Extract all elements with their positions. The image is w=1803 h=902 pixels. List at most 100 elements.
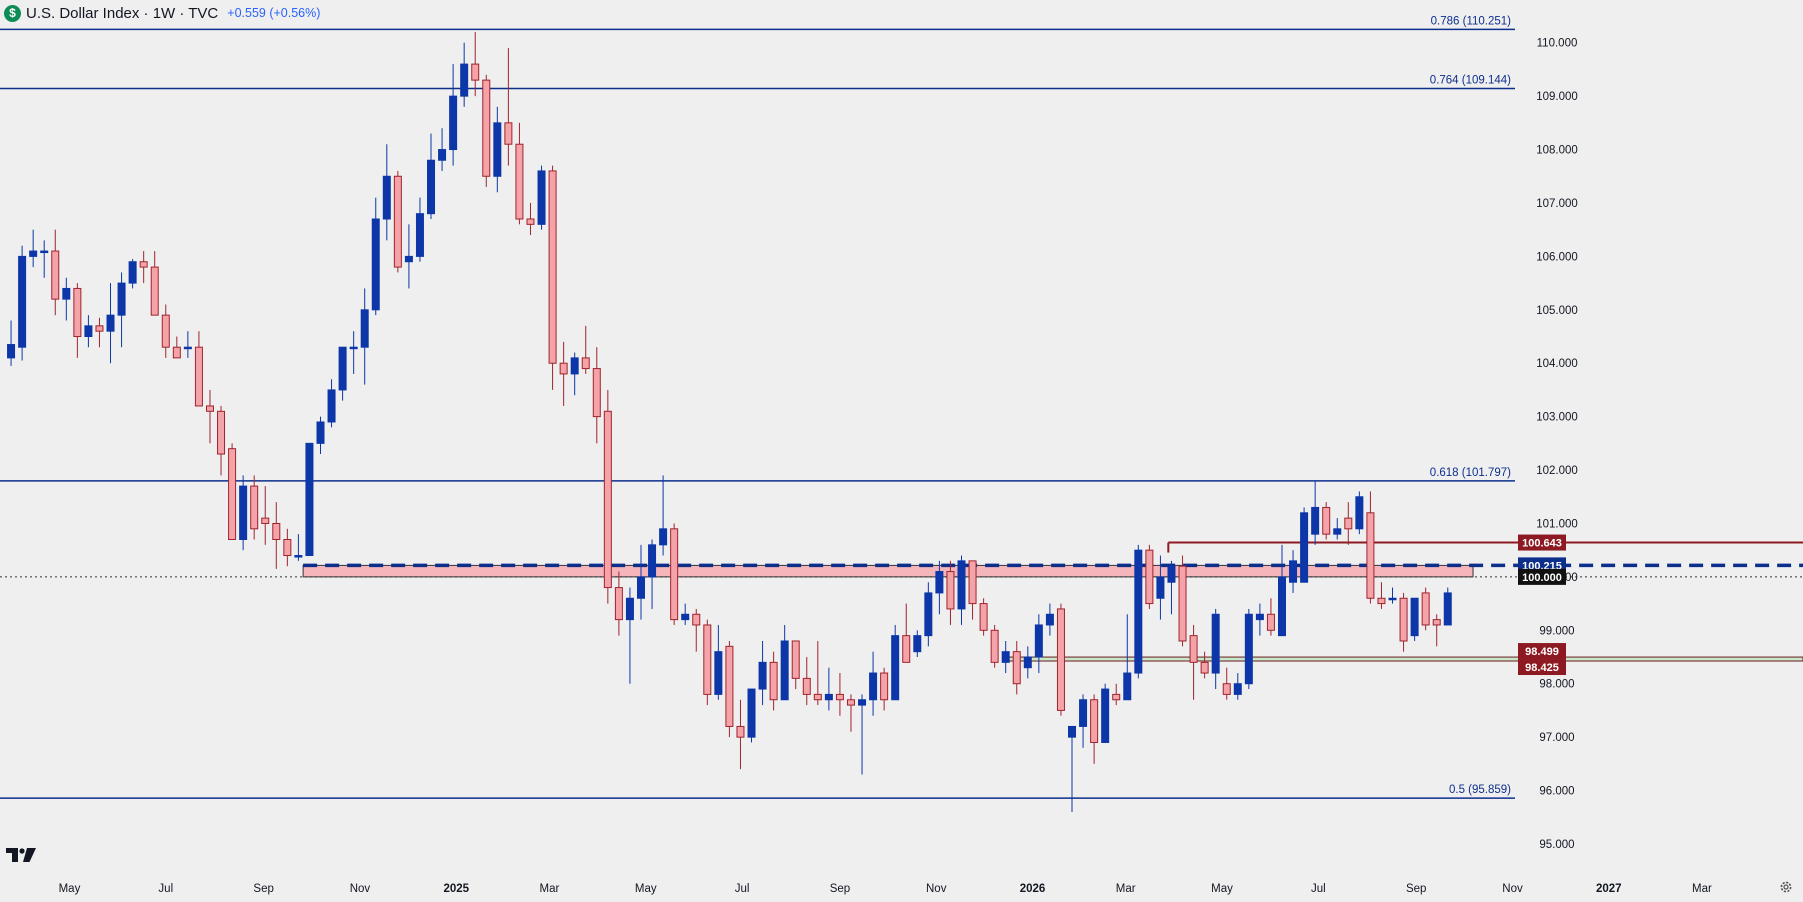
y-tick-label: 108.000 bbox=[1536, 145, 1578, 157]
candle-body bbox=[1255, 613, 1264, 621]
bear-candle bbox=[272, 502, 281, 569]
candle-body bbox=[1244, 613, 1253, 685]
bear-candle bbox=[1012, 640, 1021, 695]
bull-candle bbox=[636, 544, 645, 620]
candle-body bbox=[725, 645, 734, 727]
chart-legend: $ U.S. Dollar Index · 1W · TVC +0.559 (+… bbox=[4, 3, 320, 23]
candle-body bbox=[1090, 699, 1099, 743]
bear-candle bbox=[603, 389, 612, 604]
candle-body bbox=[736, 725, 745, 738]
candle-body bbox=[1145, 549, 1154, 605]
price-label: 98.499 bbox=[1518, 643, 1566, 660]
bull-candle bbox=[913, 630, 922, 658]
bear-candle bbox=[526, 202, 535, 236]
candle-body bbox=[217, 410, 226, 455]
y-tick-label: 110.000 bbox=[1537, 38, 1578, 50]
candle-body bbox=[548, 170, 557, 364]
bear-candle bbox=[1056, 603, 1065, 716]
candle-body bbox=[648, 544, 657, 578]
bull-candle bbox=[371, 197, 380, 316]
candle-body bbox=[128, 261, 137, 284]
symbol-icon[interactable]: $ bbox=[4, 4, 21, 22]
symbol-title[interactable]: U.S. Dollar Index · 1W · TVC bbox=[26, 4, 219, 22]
gear-icon[interactable] bbox=[1779, 880, 1793, 894]
bull-candle bbox=[758, 640, 767, 706]
bull-candle bbox=[404, 224, 413, 289]
candles-layer bbox=[7, 32, 1452, 812]
candle-body bbox=[62, 287, 71, 300]
candle-body bbox=[1266, 613, 1275, 631]
bull-candle bbox=[869, 651, 878, 716]
candle-body bbox=[1388, 597, 1397, 601]
x-tick-label: 2027 bbox=[1596, 883, 1622, 895]
bull-candle bbox=[1079, 694, 1088, 748]
x-tick-label: Nov bbox=[350, 883, 371, 895]
bear-candle bbox=[1344, 502, 1353, 545]
candle-body bbox=[73, 287, 82, 338]
y-tick-label: 101.000 bbox=[1536, 518, 1578, 530]
candle-body bbox=[1068, 725, 1077, 738]
bull-candle bbox=[382, 144, 391, 241]
price-label-bg bbox=[1518, 568, 1566, 585]
y-axis: 95.00096.00097.00098.00099.000100.000101… bbox=[1536, 38, 1578, 851]
candle-body bbox=[802, 677, 811, 695]
bear-candle bbox=[205, 389, 214, 444]
bull-candle bbox=[1300, 507, 1309, 583]
candle-body bbox=[636, 576, 645, 599]
bull-candle bbox=[858, 694, 867, 775]
candle-body bbox=[1344, 517, 1353, 530]
candle-body bbox=[1322, 506, 1331, 535]
bull-candle bbox=[1355, 491, 1364, 535]
candle-body bbox=[1167, 565, 1176, 583]
bull-candle bbox=[7, 320, 16, 366]
bear-candle bbox=[1266, 598, 1275, 636]
candle-body bbox=[1156, 576, 1165, 599]
x-tick-label: Sep bbox=[253, 883, 273, 895]
bear-candle bbox=[217, 405, 226, 476]
candle-body bbox=[714, 651, 723, 695]
candle-body bbox=[1300, 512, 1309, 583]
y-tick-label: 107.000 bbox=[1536, 198, 1578, 210]
candle-body bbox=[869, 672, 878, 701]
bull-candle bbox=[1101, 683, 1110, 743]
bull-candle bbox=[427, 133, 436, 220]
bear-candle bbox=[692, 608, 701, 652]
bull-candle bbox=[1134, 544, 1143, 679]
price-change: +0.559 (+0.56%) bbox=[227, 6, 321, 20]
bear-candle bbox=[581, 325, 590, 374]
tradingview-logo-icon[interactable] bbox=[6, 848, 36, 862]
bear-candle bbox=[846, 694, 855, 732]
bear-candle bbox=[194, 331, 203, 407]
bull-candle bbox=[327, 379, 336, 428]
bull-candle bbox=[349, 331, 358, 374]
candle-body bbox=[935, 571, 944, 594]
candle-body bbox=[228, 448, 237, 540]
candle-body bbox=[1134, 549, 1143, 674]
x-tick-label: Nov bbox=[1502, 883, 1523, 895]
candle-body bbox=[835, 693, 844, 701]
bear-candle bbox=[559, 341, 568, 406]
bull-candle bbox=[1289, 550, 1298, 593]
candle-body bbox=[117, 282, 126, 316]
bear-candle bbox=[968, 560, 977, 620]
candle-body bbox=[95, 325, 104, 332]
price-label-bg bbox=[1518, 643, 1566, 660]
candle-body bbox=[1355, 496, 1364, 530]
candle-body bbox=[846, 699, 855, 706]
candle-body bbox=[924, 592, 933, 637]
candle-body bbox=[305, 442, 314, 557]
bull-candle bbox=[106, 283, 115, 364]
y-tick-label: 103.000 bbox=[1536, 412, 1578, 424]
candle-body bbox=[1311, 506, 1320, 535]
bull-candle bbox=[117, 272, 126, 348]
bear-candle bbox=[813, 640, 822, 706]
bull-candle bbox=[1001, 640, 1010, 674]
candle-body bbox=[1333, 528, 1342, 535]
candle-body bbox=[1023, 656, 1032, 669]
bull-candle bbox=[935, 560, 944, 615]
bull-candle bbox=[1233, 673, 1242, 700]
candle-body bbox=[780, 640, 789, 701]
bull-candle bbox=[62, 277, 71, 321]
